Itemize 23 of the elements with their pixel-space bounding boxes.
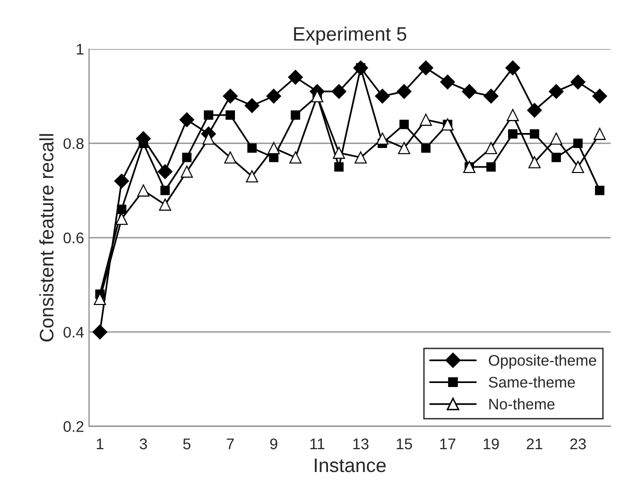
legend-label: Same-theme (488, 376, 575, 388)
x-axis-title: Instance (314, 458, 386, 472)
x-tick-label: 13 (353, 438, 368, 450)
y-tick-label: 1 (76, 44, 84, 55)
y-axis-title: Consistent feature recall (39, 134, 54, 342)
x-tick-label: 3 (140, 438, 147, 450)
legend-label: Opposite-theme (488, 354, 596, 369)
x-tick-label: 23 (570, 438, 586, 450)
x-tick-label: 15 (396, 438, 412, 450)
legend-label: No-theme (489, 398, 555, 410)
x-tick-label: 19 (484, 438, 499, 450)
x-tick-label: 7 (226, 438, 234, 450)
y-tick-label: 0.2 (64, 421, 84, 432)
y-tick-label: 0.8 (64, 138, 84, 150)
chart-title: Experiment 5 (294, 26, 406, 45)
x-tick-label: 1 (96, 438, 104, 450)
x-tick-label: 17 (440, 438, 456, 450)
x-tick-label: 5 (183, 438, 190, 450)
x-tick-label: 11 (310, 438, 324, 450)
x-tick-label: 21 (526, 438, 542, 450)
y-tick-label: 0.6 (64, 232, 84, 244)
x-tick-label: 9 (270, 438, 278, 450)
y-tick-label: 0.4 (64, 326, 84, 338)
